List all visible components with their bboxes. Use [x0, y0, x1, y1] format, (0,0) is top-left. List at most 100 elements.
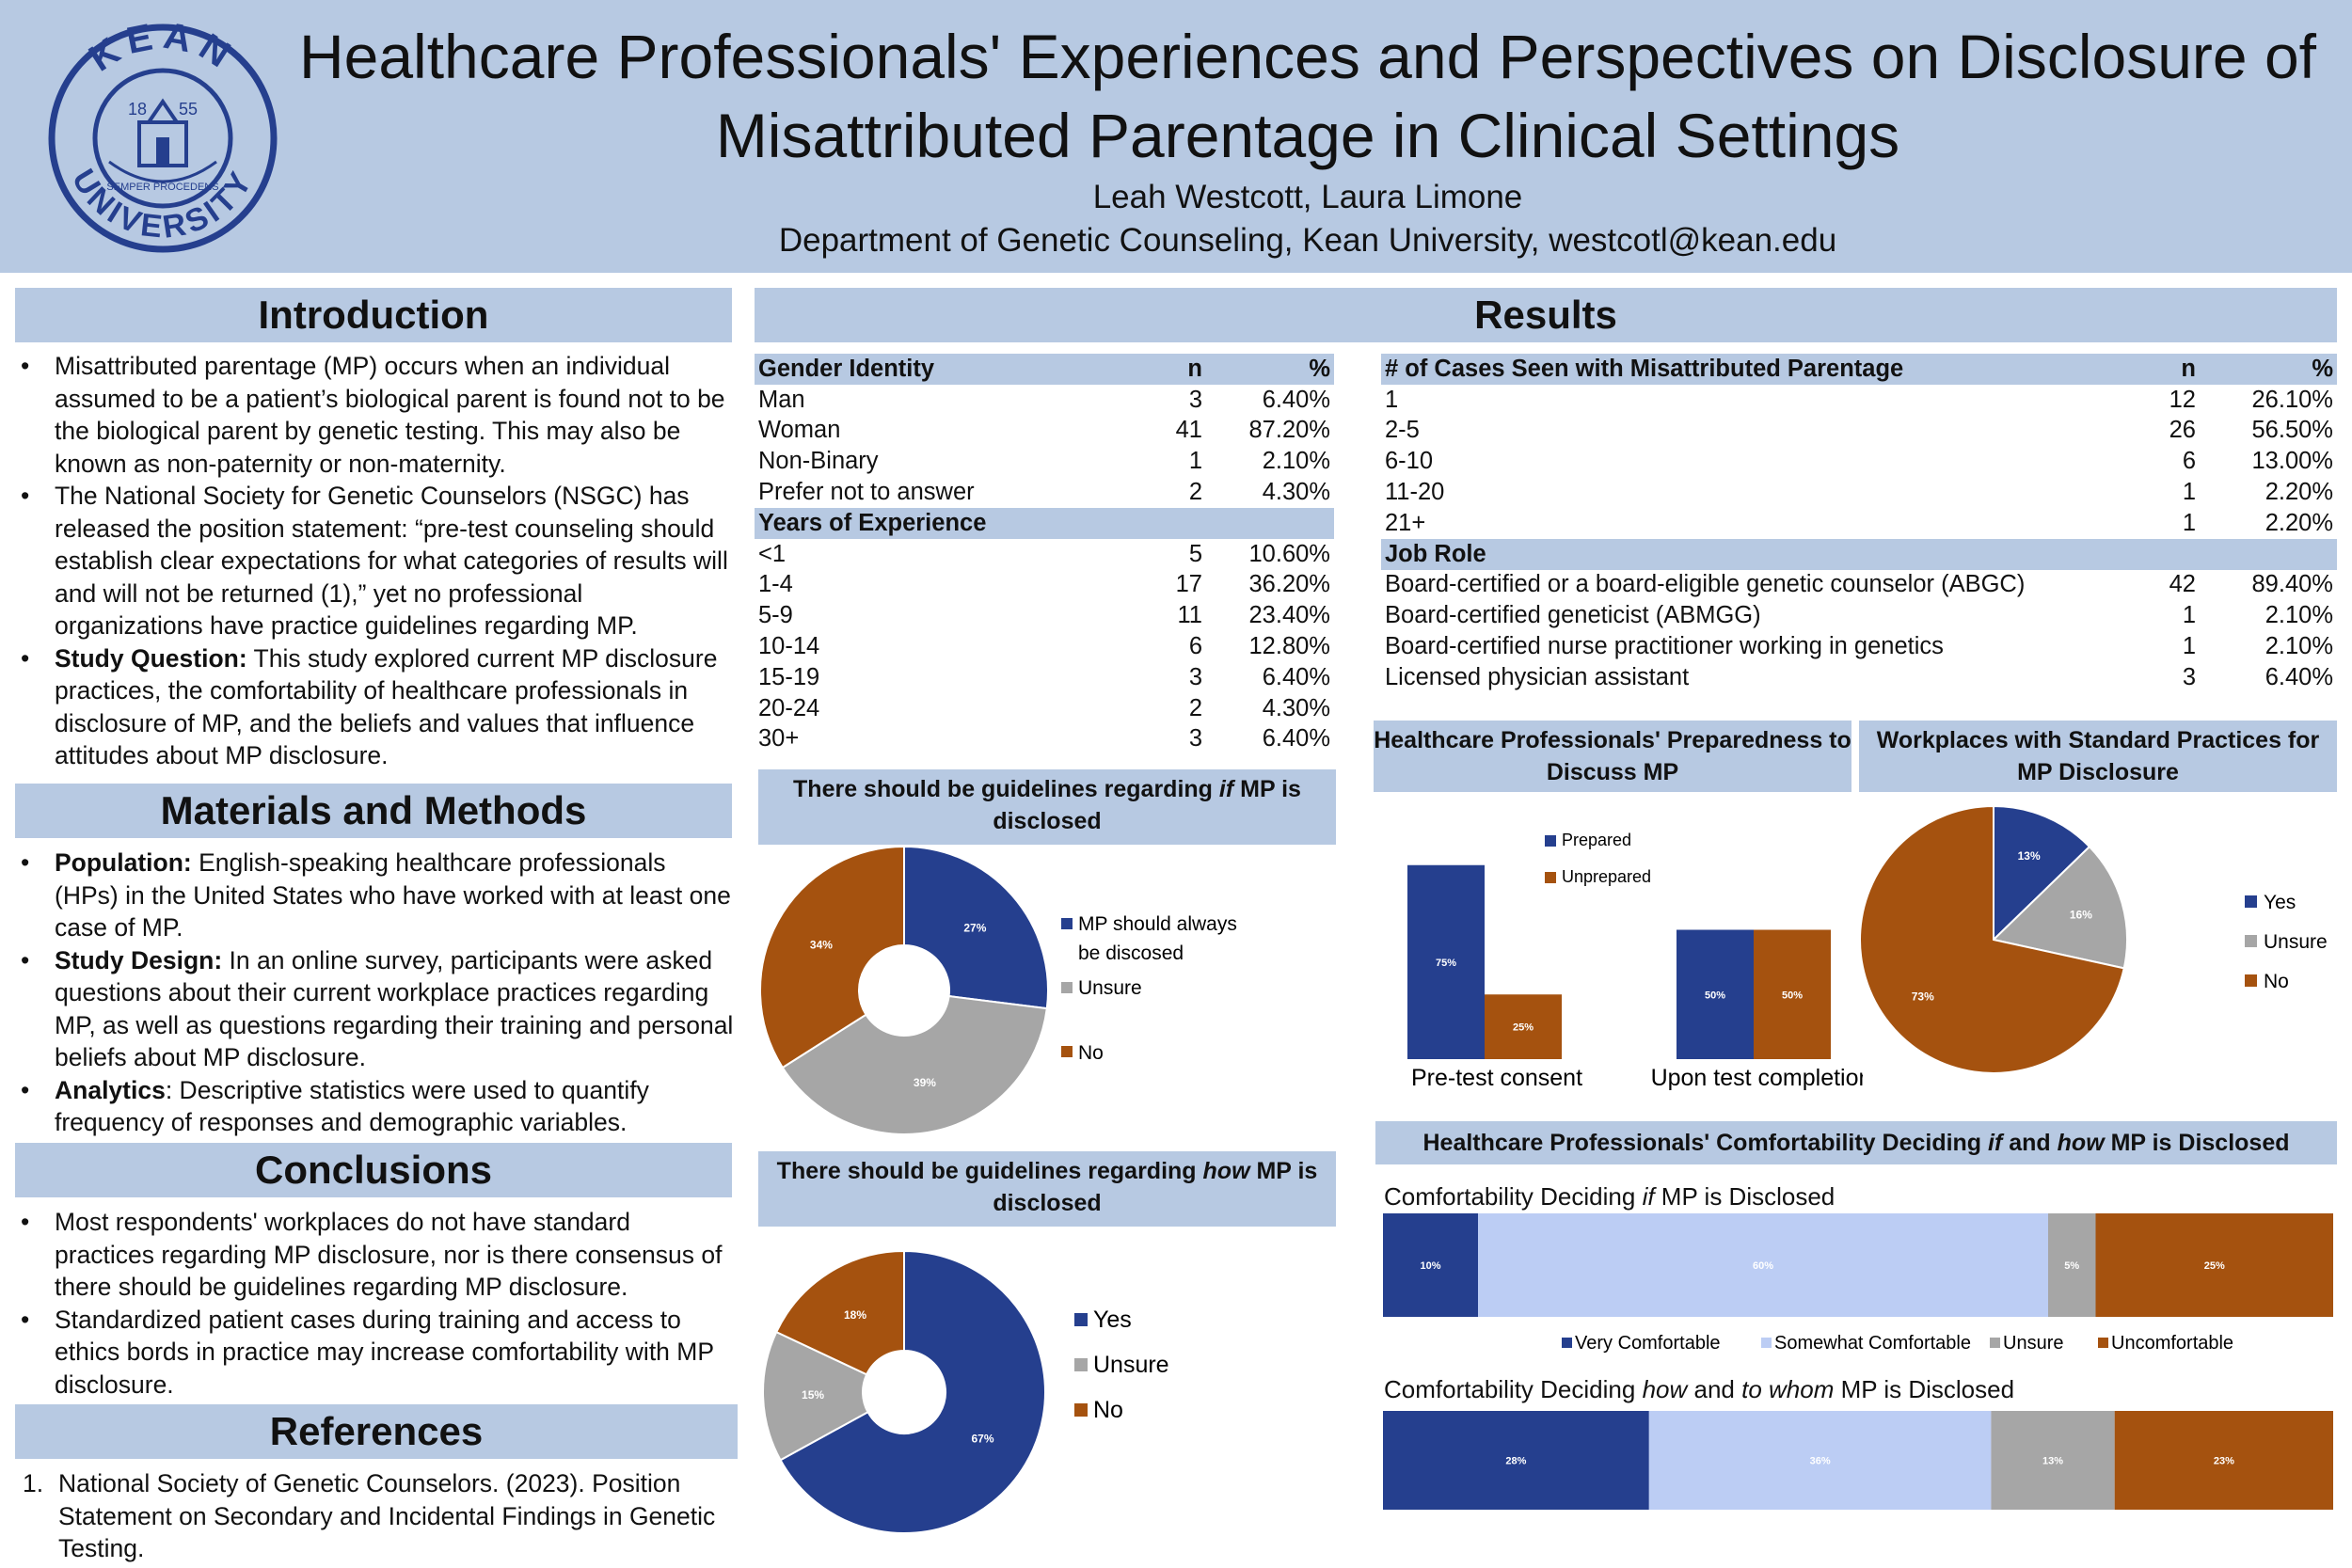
legend-label-always-2: be discosed [1078, 942, 1184, 964]
table-cell: 3 [1188, 725, 1202, 752]
legend-label-no: No [2264, 971, 2289, 992]
stack-value-label: 60% [1753, 1260, 1773, 1272]
table-cell: Board-certified geneticist (ABMGG) [1385, 602, 1761, 629]
table-cell: Man [758, 386, 805, 413]
table-header-cell [1206, 507, 1334, 539]
table-cell: 13.00% [2251, 448, 2334, 475]
bullet-bold-lead: Study Question: [55, 643, 247, 673]
table-cell: 1 [2182, 509, 2196, 536]
bullet-text: English-speaking healthcare professional… [55, 848, 731, 942]
references-heading: References [15, 1404, 738, 1459]
bullet-text: This study explored current MP disclosur… [55, 643, 718, 770]
legend-label-unprepared: Unprepared [1562, 867, 1651, 886]
pie-slice-label: 34% [810, 939, 833, 952]
legend-label-no: No [1078, 1042, 1104, 1064]
table-row: Woman 41 87.20% [755, 416, 1334, 447]
stack-value-label: 10% [1420, 1260, 1440, 1272]
stack-value-label: 36% [1810, 1456, 1831, 1467]
bullet-item: Study Question: This study explored curr… [17, 642, 734, 772]
stack-segment-uncomfortable [2114, 1411, 2333, 1510]
comfort-if-stacked-bar: 10% 60% 5% 25% Very Comfortable Somewhat Co… [1383, 1213, 2333, 1354]
table-header-cell: n [1112, 354, 1206, 385]
pie-slice-unsure [781, 994, 1048, 1135]
pie-slice-unsure [762, 1330, 869, 1462]
pie-slice-no [1859, 804, 2125, 1074]
comfort-how-subtitle: Comfortability Deciding how and to whom … [1384, 1375, 2015, 1403]
table-cell: 36.20% [1248, 571, 1331, 598]
conclusions-heading: Conclusions [15, 1143, 732, 1197]
pie-slice-no [759, 847, 905, 1069]
legend-swatch-unsure [2245, 935, 2257, 947]
if-guidelines-donut: 27% 39% 34% MP should always be discosed U… [759, 847, 1237, 1135]
table-cell: 2.10% [2265, 602, 2333, 629]
conclusions-bullets: Most respondents' workplaces do not have… [17, 1206, 734, 1401]
table-cell: Woman [758, 417, 841, 444]
table-cell: 17 [1175, 571, 1202, 598]
stack-segment-very-comfortable [1383, 1213, 1478, 1317]
pie-slice-label: 67% [971, 1432, 993, 1445]
category-label-completion: Upon test completion [1651, 1065, 1863, 1091]
table-cell: 56.50% [2251, 417, 2334, 444]
table-cell: 20-24 [758, 694, 820, 721]
table-cell: 26.10% [2251, 386, 2334, 413]
comfort-section-title: Healthcare Professionals' Comfortability… [1375, 1121, 2337, 1164]
table-header-cell: Gender Identity [755, 354, 1112, 385]
poster-affiliation: Department of Genetic Counseling, Kean U… [778, 222, 1837, 259]
table-section-header: Years of Experience [755, 507, 1334, 539]
stack-segment-somewhat-comfortable [1478, 1213, 2048, 1317]
table-row: 30+ 3 6.40% [755, 724, 1334, 755]
workplaces-chart-title: Workplaces with Standard Practices for M… [1859, 721, 2337, 792]
table-cell: 2 [1188, 694, 1202, 721]
table-cell: 42 [2169, 571, 2196, 598]
legend-swatch-no [1061, 1046, 1073, 1057]
pie-slice-label: 27% [963, 922, 986, 935]
pie-slice-label: 39% [914, 1076, 936, 1089]
introduction-bullets: Misattributed parentage (MP) occurs when… [17, 350, 734, 772]
bar-prepared [1407, 864, 1485, 1059]
poster-authors: Leah Westcott, Laura Limone [1092, 179, 1523, 215]
reference-item: National Society of Genetic Counselors. … [21, 1467, 726, 1565]
table-cell: 10.60% [1248, 540, 1331, 567]
legend-label-uncomfortable: Uncomfortable [2111, 1333, 2233, 1354]
pie-slice-yes [1993, 804, 2091, 942]
stack-segment-uncomfortable [2095, 1213, 2333, 1317]
table-header-cell [2096, 538, 2200, 570]
stack-segment-unsure [2048, 1213, 2096, 1317]
table-header-cell: % [2200, 354, 2337, 385]
bullet-item: Standardized patient cases during traini… [17, 1304, 734, 1402]
legend-label-yes: Yes [1093, 1307, 1132, 1333]
methods-heading: Materials and Methods [15, 784, 732, 838]
pie-slice-label: 16% [2070, 909, 2092, 922]
table-cell: 89.40% [2251, 571, 2334, 598]
bullet-item: Misattributed parentage (MP) occurs when… [17, 350, 734, 480]
table-row: 1 12 26.10% [1381, 385, 2337, 416]
pie-slice-label: 13% [2018, 849, 2041, 863]
table-section-header: Job Role [1381, 538, 2337, 570]
legend-swatch-always [1061, 918, 1073, 929]
table-cell: 6.40% [2265, 663, 2333, 690]
table-header-cell: n [2096, 354, 2200, 385]
bullet-text: Most respondents' workplaces do not have… [55, 1208, 723, 1301]
table-cell: 1 [1188, 448, 1202, 475]
table-cell: 3 [1188, 386, 1202, 413]
stack-value-label: 23% [2214, 1456, 2234, 1467]
legend-label-always: MP should always [1078, 913, 1237, 935]
table-cell: 26 [2169, 417, 2196, 444]
demographics-table: Gender Identity n% Man 3 6.40% Woman 41 87.20% N… [755, 354, 1334, 754]
table-cell: 5 [1188, 540, 1202, 567]
legend-label-unsure: Unsure [2003, 1333, 2063, 1354]
bar-unprepared [1754, 929, 1831, 1059]
bullet-text: : Descriptive statistics were used to qu… [55, 1075, 649, 1137]
table-cell: 23.40% [1248, 602, 1331, 629]
table-cell: 1 [2182, 633, 2196, 660]
comfort-legend: Very Comfortable Somewhat Comfortable Un… [1562, 1333, 2233, 1354]
legend-swatch-yes [1074, 1313, 1088, 1326]
cases-role-table: # of Cases Seen with Misattributed Paren… [1381, 354, 2337, 693]
bar-value-label: 50% [1705, 990, 1725, 1001]
table-row: Prefer not to answer 2 4.30% [755, 477, 1334, 508]
table-section-header: Gender Identity n% [755, 354, 1334, 385]
poster-title-line2: Misattributed Parentage in Clinical Sett… [715, 101, 1900, 170]
table-cell: Prefer not to answer [758, 479, 975, 506]
bullet-item: Most respondents' workplaces do not have… [17, 1206, 734, 1304]
table-cell: 41 [1175, 417, 1202, 444]
